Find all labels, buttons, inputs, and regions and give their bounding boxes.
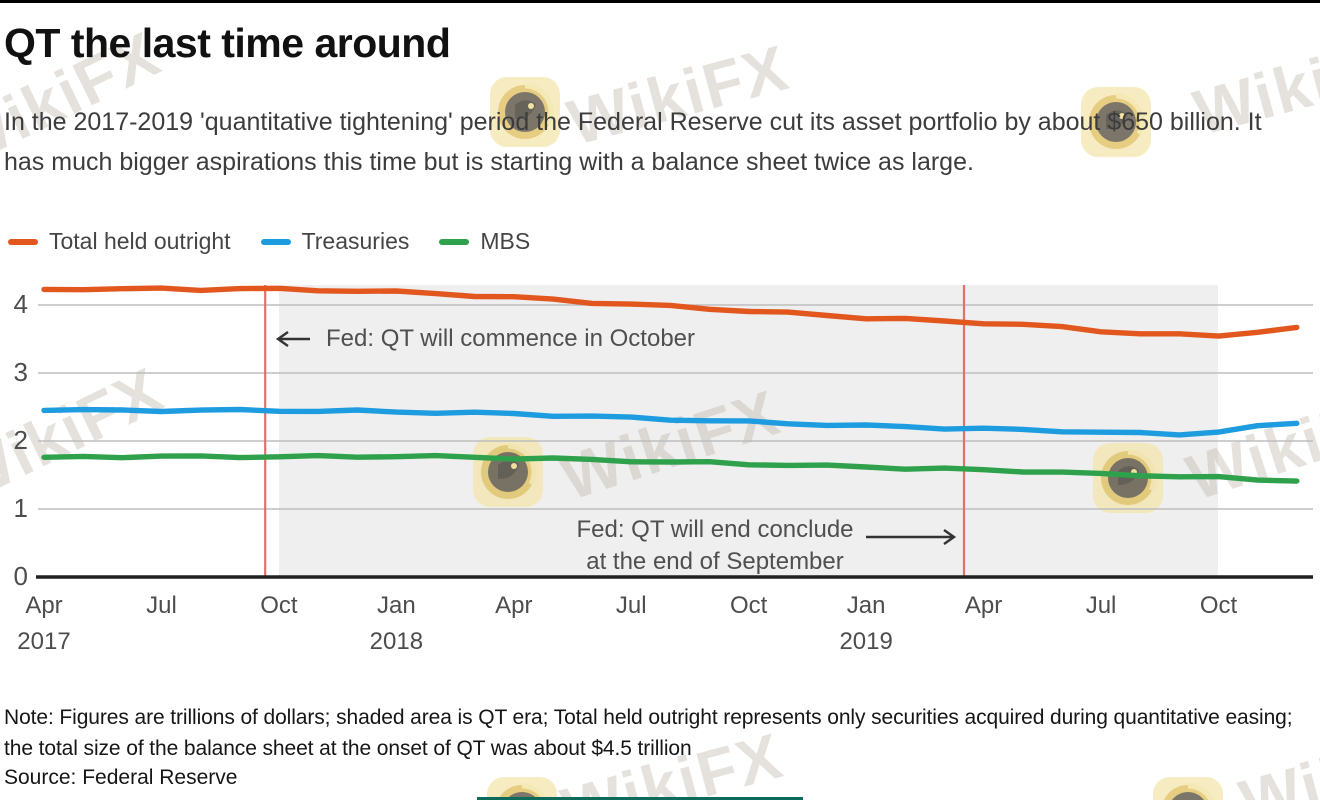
- x-tick-label: Apr: [25, 592, 63, 619]
- y-tick-label: 4: [13, 289, 28, 319]
- chart-legend: Total held outright Treasuries MBS: [8, 228, 530, 255]
- legend-item-total-held-outright: Total held outright: [8, 228, 231, 255]
- legend-item-treasuries: Treasuries: [260, 228, 410, 255]
- x-tick-year-label: 2019: [839, 628, 893, 655]
- x-tick-label: Oct: [730, 592, 768, 619]
- page-subtitle: In the 2017-2019 'quantitative tightenin…: [4, 108, 1262, 176]
- legend-swatch-blue: [260, 238, 291, 245]
- y-tick-label: 2: [13, 425, 28, 455]
- page-title: QT the last time around: [4, 20, 451, 66]
- left-arrow-icon: [275, 331, 310, 347]
- top-border: [0, 0, 1320, 3]
- x-tick-label: Oct: [1199, 592, 1238, 619]
- legend-label: Treasuries: [301, 228, 410, 254]
- right-arrow-icon: [866, 529, 957, 545]
- x-tick-label: Jan: [846, 592, 886, 619]
- annotation-qt-start-label: Fed: QT will commence in October: [326, 325, 696, 352]
- series-line-total-held-outright: [41, 285, 1300, 339]
- x-tick-label: Jul: [1085, 592, 1117, 619]
- annotation-qt-start: Fed: QT will commence in October: [274, 325, 695, 353]
- x-tick-label: Jan: [376, 592, 416, 619]
- bottom-banner-sliver: [477, 797, 803, 800]
- x-tick-label: Jul: [146, 592, 177, 619]
- legend-item-mbs: MBS: [439, 228, 530, 255]
- x-tick-label: Oct: [260, 592, 298, 619]
- y-tick-label: 0: [13, 561, 28, 591]
- chart-note: Note: Figures are trillions of dollars; …: [4, 706, 1293, 760]
- x-tick-year-label: 2017: [17, 628, 71, 655]
- x-tick-label: Apr: [964, 592, 1003, 619]
- series-line-treasuries: [41, 406, 1300, 438]
- annotation-qt-end: Fed: QT will end conclude at the end of …: [562, 514, 868, 578]
- x-tick-label: Jul: [615, 592, 647, 619]
- x-tick-year-label: 2018: [369, 628, 424, 655]
- legend-label: MBS: [480, 228, 531, 254]
- annotation-qt-end-line2: at the end of September: [586, 548, 844, 575]
- y-tick-label: 1: [13, 493, 28, 523]
- legend-swatch-orange: [8, 238, 38, 245]
- annotation-qt-end-line1: Fed: QT will end conclude: [576, 516, 854, 543]
- legend-label: Total held outright: [49, 228, 231, 254]
- y-tick-label: 3: [13, 357, 28, 387]
- legend-swatch-green: [439, 238, 470, 245]
- x-tick-label: Apr: [495, 592, 533, 619]
- chart-source: Source: Federal Reserve: [4, 766, 238, 789]
- series-line-mbs: [41, 452, 1300, 484]
